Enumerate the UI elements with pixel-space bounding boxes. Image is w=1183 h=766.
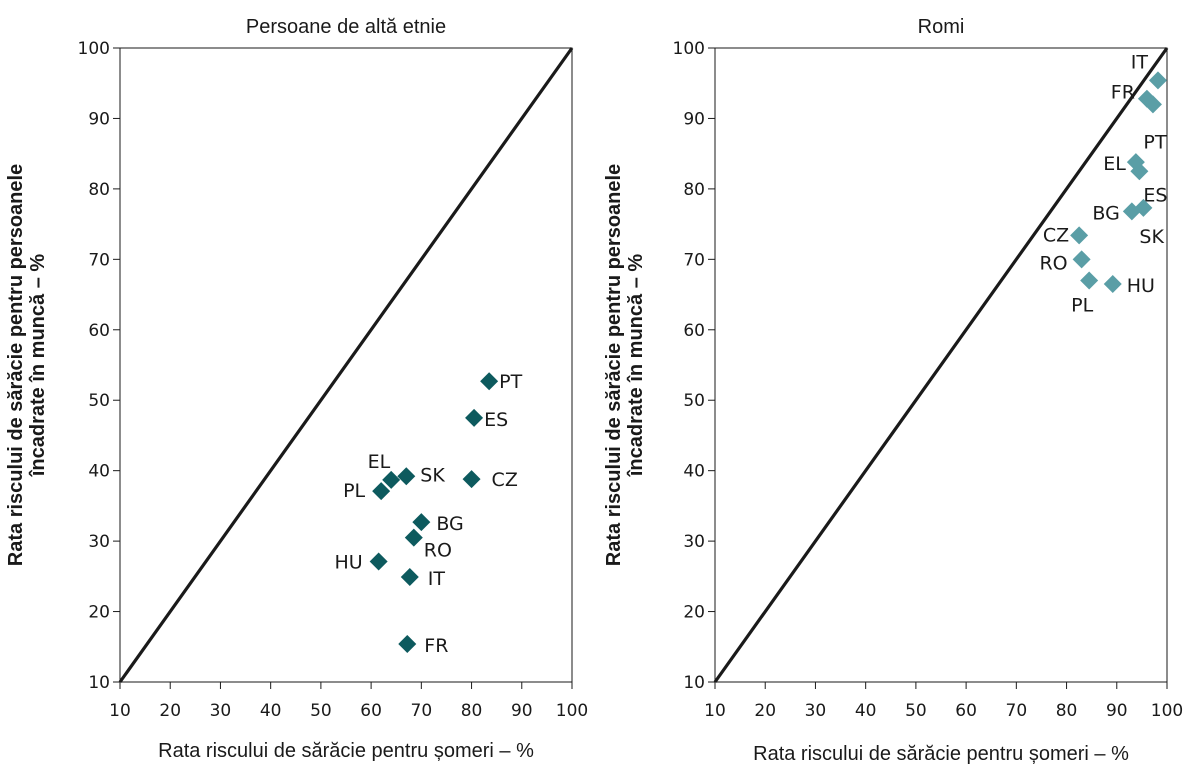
data-point-label-bg: BG xyxy=(1092,202,1119,224)
y-axis-label: Rata riscului de sărăcie pentru persoane… xyxy=(5,164,49,566)
data-point-pt xyxy=(480,372,499,391)
y-tick-label: 20 xyxy=(88,603,110,623)
chart-panel-1: Persoane de altă etnie 10 20 30 40 50 60 70 80 90… xyxy=(5,16,588,762)
y-tick-label: 50 xyxy=(88,391,110,411)
data-point-label-pl: PL xyxy=(343,480,365,502)
reference-line-y-equals-x xyxy=(118,47,574,683)
data-point-ro xyxy=(404,528,423,547)
data-point-hu xyxy=(1103,274,1122,293)
y-tick-label: 50 xyxy=(683,391,705,411)
data-point-label-el: EL xyxy=(368,451,391,473)
y-tick-label: 90 xyxy=(88,109,110,129)
data-point-pl xyxy=(1080,271,1099,290)
data-point-label-hu: HU xyxy=(334,552,362,574)
y-axis-label-line: încadrate în muncă – % xyxy=(27,254,49,478)
data-point-label-pl: PL xyxy=(1071,294,1093,316)
y-tick-label: 60 xyxy=(88,321,110,341)
y-axis-label-line: încadrate în muncă – % xyxy=(625,254,647,478)
data-point-label-ro: RO xyxy=(424,540,452,562)
x-axis-label: Rata riscului de sărăcie pentru șomeri –… xyxy=(753,743,1129,765)
x-tick-label: 80 xyxy=(1056,701,1078,721)
y-tick-label: 20 xyxy=(683,603,705,623)
x-tick-label: 10 xyxy=(109,701,131,721)
data-point-bg xyxy=(412,513,431,532)
data-point-sk xyxy=(397,467,416,486)
x-tick-label: 90 xyxy=(1106,701,1128,721)
y-tick-label: 70 xyxy=(683,250,705,270)
data-point-cz xyxy=(462,470,481,489)
chart-panel-2: Romi 10 20 30 40 50 60 70 80 90 100 10 20 30 40 50 60 70 8… xyxy=(603,16,1183,765)
y-tick-label: 40 xyxy=(88,462,110,482)
x-tick-label: 70 xyxy=(1006,701,1028,721)
data-point-es xyxy=(465,408,484,427)
data-point-label-sk: SK xyxy=(420,464,445,486)
x-tick-label: 60 xyxy=(955,701,977,721)
data-point-label-pt: PT xyxy=(1143,131,1166,153)
data-point-label-cz: CZ xyxy=(1043,224,1069,246)
chart-title: Romi xyxy=(918,16,965,38)
y-tick-label: 90 xyxy=(683,109,705,129)
x-axis-label: Rata riscului de sărăcie pentru șomeri –… xyxy=(158,740,534,762)
y-tick-label: 80 xyxy=(683,180,705,200)
y-tick-label: 70 xyxy=(88,250,110,270)
x-tick-label: 40 xyxy=(855,701,877,721)
data-point-sk xyxy=(1134,198,1153,217)
x-tick-label: 80 xyxy=(461,701,483,721)
y-tick-label: 40 xyxy=(683,462,705,482)
y-tick-label: 10 xyxy=(88,673,110,693)
data-point-it xyxy=(400,568,419,587)
data-point-cz xyxy=(1070,226,1089,245)
x-tick-label: 40 xyxy=(260,701,282,721)
y-axis-label-line: Rata riscului de sărăcie pentru persoane… xyxy=(5,164,27,566)
x-tick-label: 70 xyxy=(411,701,433,721)
x-tick-label: 100 xyxy=(556,701,588,721)
x-tick-label: 10 xyxy=(704,701,726,721)
data-point-label-fr: FR xyxy=(1111,82,1135,104)
y-tick-label: 80 xyxy=(88,180,110,200)
y-tick-label: 10 xyxy=(683,673,705,693)
data-point-pl xyxy=(372,482,391,501)
data-point-label-pt: PT xyxy=(499,371,522,393)
data-point-ro xyxy=(1072,250,1091,269)
x-tick-label: 30 xyxy=(210,701,232,721)
data-point-label-it: IT xyxy=(428,568,446,590)
data-point-label-cz: CZ xyxy=(492,469,518,491)
x-tick-label: 20 xyxy=(159,701,181,721)
data-point-label-el: EL xyxy=(1103,153,1126,175)
y-tick-label: 100 xyxy=(673,39,705,59)
data-point-label-es: ES xyxy=(1143,184,1167,206)
y-axis-label-line: Rata riscului de sărăcie pentru persoane… xyxy=(603,164,625,566)
data-point-label-bg: BG xyxy=(436,513,463,535)
data-point-label-es: ES xyxy=(484,409,508,431)
data-point-label-sk: SK xyxy=(1139,226,1164,248)
data-point-pt xyxy=(1143,95,1162,114)
x-tick-label: 60 xyxy=(360,701,382,721)
data-point-hu xyxy=(369,552,388,571)
y-tick-label: 60 xyxy=(683,321,705,341)
x-tick-label: 100 xyxy=(1151,701,1183,721)
data-point-el xyxy=(382,470,401,489)
reference-line-y-equals-x xyxy=(713,47,1169,683)
data-point-label-fr: FR xyxy=(424,635,448,657)
chart-title: Persoane de altă etnie xyxy=(246,16,446,38)
plot-area-frame xyxy=(714,47,1168,683)
data-point-label-ro: RO xyxy=(1039,252,1067,274)
data-point-es xyxy=(1130,162,1149,181)
data-point-label-hu: HU xyxy=(1127,275,1155,297)
plot-area-frame xyxy=(119,47,573,683)
data-point-label-it: IT xyxy=(1131,51,1149,73)
data-point-fr xyxy=(398,634,417,653)
x-tick-label: 50 xyxy=(905,701,927,721)
data-point-it xyxy=(1148,71,1167,90)
x-tick-label: 90 xyxy=(511,701,533,721)
y-axis-label: Rata riscului de sărăcie pentru persoane… xyxy=(603,164,647,566)
y-tick-label: 30 xyxy=(88,532,110,552)
y-tick-label: 100 xyxy=(78,39,110,59)
x-tick-label: 50 xyxy=(310,701,332,721)
x-tick-label: 20 xyxy=(754,701,776,721)
y-tick-label: 30 xyxy=(683,532,705,552)
x-tick-label: 30 xyxy=(805,701,827,721)
